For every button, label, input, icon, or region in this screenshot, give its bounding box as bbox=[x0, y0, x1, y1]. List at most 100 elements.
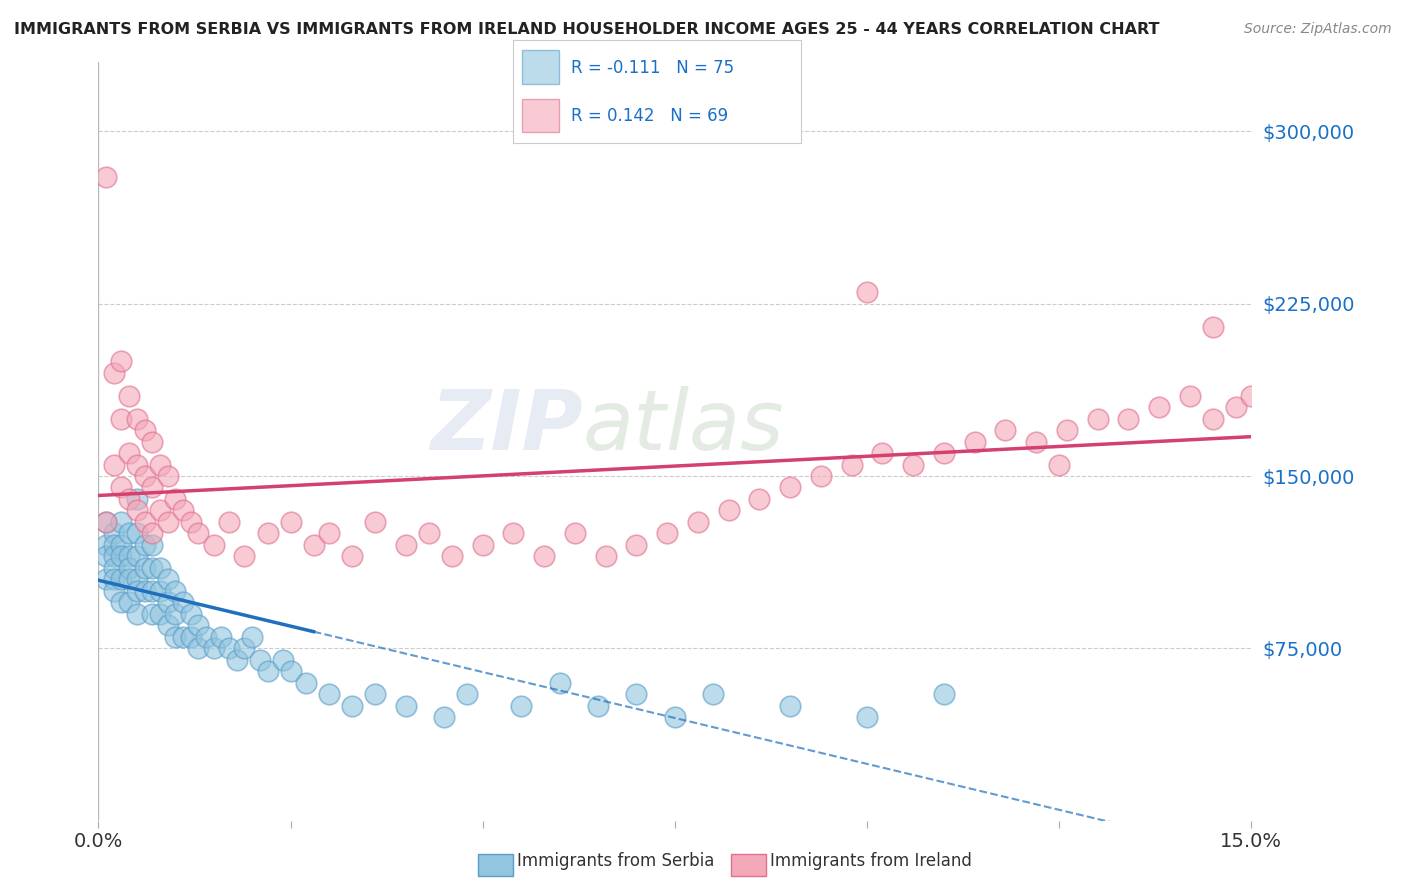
Point bbox=[156, 515, 179, 529]
Point bbox=[180, 630, 202, 644]
Point bbox=[471, 538, 494, 552]
Point bbox=[318, 526, 340, 541]
Point bbox=[779, 698, 801, 713]
Point bbox=[103, 366, 125, 380]
Point bbox=[149, 561, 172, 575]
Point bbox=[256, 665, 278, 679]
Point bbox=[664, 710, 686, 724]
Point bbox=[103, 458, 125, 472]
Point bbox=[779, 481, 801, 495]
Point bbox=[149, 583, 172, 598]
Point bbox=[932, 446, 955, 460]
Point bbox=[125, 573, 148, 587]
Point bbox=[110, 481, 132, 495]
Point bbox=[141, 434, 163, 449]
Point bbox=[548, 675, 571, 690]
Point bbox=[1087, 411, 1109, 425]
Point bbox=[702, 687, 724, 701]
Point bbox=[165, 491, 187, 506]
Point bbox=[125, 583, 148, 598]
Point bbox=[748, 491, 770, 506]
Point bbox=[872, 446, 894, 460]
Point bbox=[209, 630, 232, 644]
Point bbox=[963, 434, 986, 449]
Point bbox=[180, 515, 202, 529]
Point bbox=[233, 641, 256, 656]
Point bbox=[94, 538, 117, 552]
Point bbox=[1025, 434, 1047, 449]
Point bbox=[172, 595, 194, 609]
Point bbox=[1047, 458, 1070, 472]
Point bbox=[1202, 319, 1225, 334]
Text: atlas: atlas bbox=[582, 386, 785, 467]
Point bbox=[125, 607, 148, 621]
Text: R = 0.142   N = 69: R = 0.142 N = 69 bbox=[571, 107, 728, 125]
Text: ZIP: ZIP bbox=[430, 386, 582, 467]
Point bbox=[110, 515, 132, 529]
Text: IMMIGRANTS FROM SERBIA VS IMMIGRANTS FROM IRELAND HOUSEHOLDER INCOME AGES 25 - 4: IMMIGRANTS FROM SERBIA VS IMMIGRANTS FRO… bbox=[14, 22, 1160, 37]
Point bbox=[94, 515, 117, 529]
Point bbox=[233, 549, 256, 564]
Point bbox=[165, 630, 187, 644]
Text: Source: ZipAtlas.com: Source: ZipAtlas.com bbox=[1244, 22, 1392, 37]
Point bbox=[134, 583, 156, 598]
Point bbox=[856, 710, 879, 724]
Point bbox=[1178, 388, 1201, 402]
Point bbox=[318, 687, 340, 701]
Point bbox=[125, 503, 148, 517]
Point bbox=[340, 549, 363, 564]
Point bbox=[103, 561, 125, 575]
Point bbox=[103, 526, 125, 541]
Point bbox=[932, 687, 955, 701]
Point bbox=[103, 538, 125, 552]
Point bbox=[240, 630, 263, 644]
Point bbox=[110, 411, 132, 425]
Point bbox=[125, 526, 148, 541]
Point bbox=[225, 653, 247, 667]
Point bbox=[187, 526, 209, 541]
Point bbox=[187, 641, 209, 656]
Point bbox=[256, 526, 278, 541]
Point bbox=[118, 549, 141, 564]
Text: R = -0.111   N = 75: R = -0.111 N = 75 bbox=[571, 59, 734, 77]
Point bbox=[901, 458, 924, 472]
Point bbox=[141, 583, 163, 598]
Point bbox=[134, 515, 156, 529]
Point bbox=[533, 549, 555, 564]
Point bbox=[172, 630, 194, 644]
Point bbox=[141, 538, 163, 552]
Point bbox=[340, 698, 363, 713]
Point bbox=[1240, 388, 1263, 402]
Point bbox=[395, 698, 418, 713]
Bar bbox=[522, 50, 560, 84]
Point bbox=[280, 515, 302, 529]
Point bbox=[202, 538, 225, 552]
Point bbox=[103, 573, 125, 587]
Point bbox=[134, 469, 156, 483]
Point bbox=[202, 641, 225, 656]
Point bbox=[125, 491, 148, 506]
Point bbox=[295, 675, 318, 690]
Point bbox=[118, 595, 141, 609]
Point bbox=[110, 595, 132, 609]
Point bbox=[118, 573, 141, 587]
Point bbox=[125, 411, 148, 425]
Point bbox=[118, 388, 141, 402]
Point bbox=[103, 583, 125, 598]
Point bbox=[218, 641, 240, 656]
Point bbox=[195, 630, 218, 644]
Point bbox=[841, 458, 863, 472]
Point bbox=[302, 538, 325, 552]
Point bbox=[433, 710, 456, 724]
Point bbox=[717, 503, 740, 517]
Point bbox=[172, 503, 194, 517]
Point bbox=[456, 687, 478, 701]
Point bbox=[510, 698, 533, 713]
Text: Immigrants from Serbia: Immigrants from Serbia bbox=[517, 852, 714, 870]
Point bbox=[1202, 411, 1225, 425]
Point bbox=[118, 446, 141, 460]
Point bbox=[187, 618, 209, 632]
Bar bbox=[522, 99, 560, 132]
Point bbox=[149, 607, 172, 621]
Point bbox=[110, 573, 132, 587]
